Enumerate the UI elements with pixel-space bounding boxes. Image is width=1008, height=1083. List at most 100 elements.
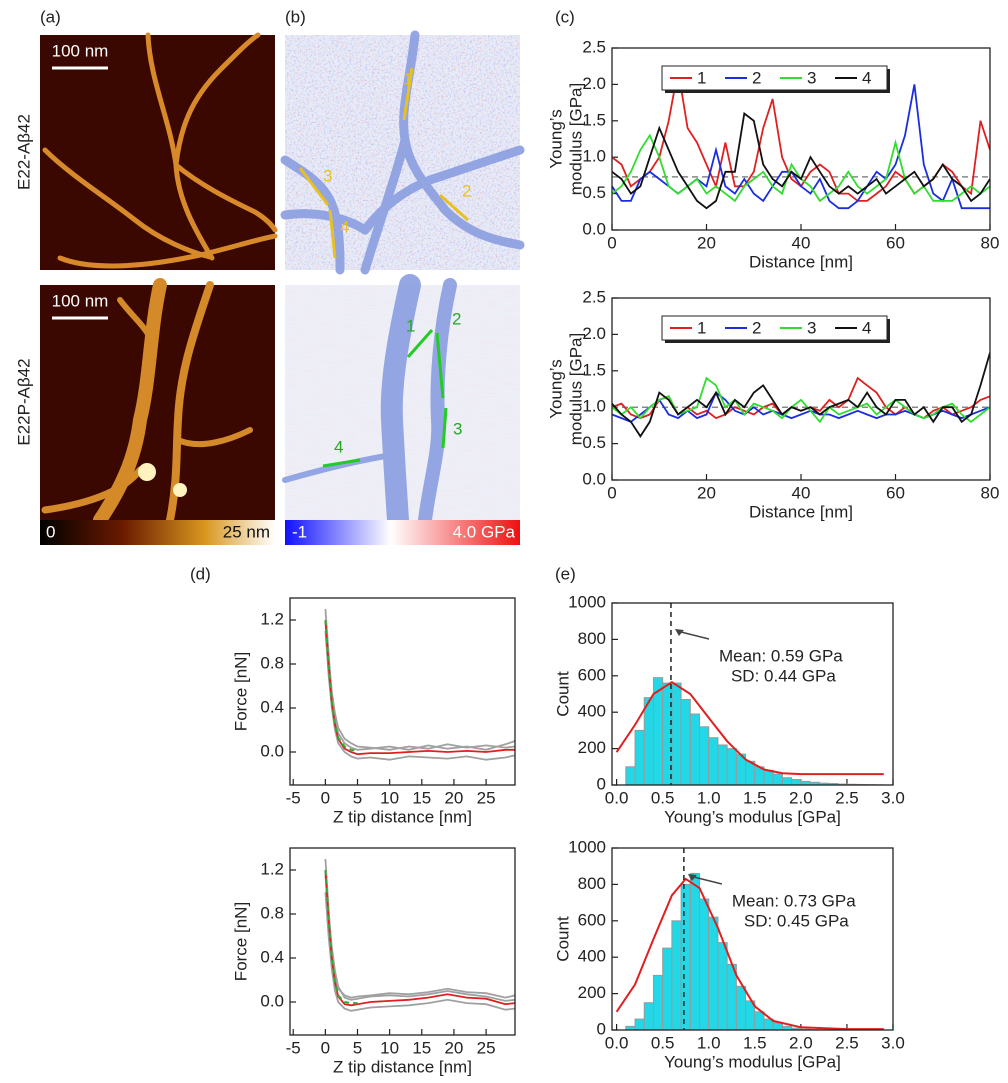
- y-tick-label: 600: [578, 665, 606, 684]
- x-tick-label: 0.0: [605, 1033, 629, 1052]
- chart: 0 20 40 60 80 0.0 0.5 1.0 1.5 2.0 2.5 Distance [nm]…: [546, 287, 999, 521]
- x-tick-label: 60: [886, 483, 905, 502]
- chart: 0.0 0.5 1.0 1.5 2.0 2.5 3.0 0 200 400 600 800 1000 Yo…: [553, 592, 904, 826]
- x-tick-label: 5: [353, 788, 362, 807]
- y-tick-label: 800: [578, 629, 606, 648]
- frame: [611, 847, 894, 1031]
- x-tick-label: 80: [981, 483, 1000, 502]
- panel-label: (c): [555, 7, 575, 26]
- chart: 0.0 0.5 1.0 1.5 2.0 2.5 3.0 0 200 400 600 800 1000 Yo…: [553, 837, 904, 1071]
- x-tick-label: 40: [792, 233, 811, 252]
- x-tick-label: 0: [321, 788, 330, 807]
- legend-label: 2: [752, 68, 761, 87]
- histogram-bar: [772, 773, 783, 785]
- series-line: [324, 869, 358, 1005]
- chart: 0 20 40 60 80 0.0 0.5 1.0 1.5 2.0 2.5 Distance [nm]…: [546, 37, 999, 271]
- histogram-bar: [772, 1022, 783, 1030]
- histogram-bar: [717, 942, 728, 1030]
- series-line: [324, 875, 515, 1002]
- y-tick-label: 0: [597, 1019, 606, 1038]
- histogram-bar: [717, 744, 728, 785]
- x-tick-label: 1.0: [697, 788, 721, 807]
- panel-label: (e): [555, 564, 576, 583]
- y-tick-label: 1.2: [260, 859, 284, 878]
- colorbar-label: 0: [46, 522, 55, 541]
- histogram-bar: [781, 777, 793, 785]
- x-tick-label: -5: [286, 788, 301, 807]
- profile-label: 3: [323, 166, 332, 185]
- x-tick-label: 1.0: [697, 1033, 721, 1052]
- histogram-bar: [726, 748, 737, 785]
- x-tick-label: 1.5: [743, 1033, 767, 1052]
- x-tick-label: 0: [321, 1038, 330, 1057]
- x-tick-label: 20: [444, 788, 463, 807]
- histogram-bar: [634, 729, 645, 785]
- histogram-bar: [634, 1018, 645, 1030]
- frame: [611, 47, 991, 231]
- x-tick-label: 80: [981, 233, 1000, 252]
- annotation: SD: 0.44 GPa: [731, 666, 836, 685]
- plot-area: [324, 608, 515, 761]
- annotation: Mean: 0.59 GPa: [719, 646, 843, 665]
- y-tick-label: 0: [597, 774, 606, 793]
- height-image-bottom: [40, 278, 275, 527]
- series-line: [612, 84, 990, 210]
- colorbar-label: 25 nm: [223, 522, 270, 541]
- y-axis-label: Young’s: [546, 359, 565, 419]
- arrow-head: [674, 629, 684, 636]
- y-tick-label: 0.8: [260, 903, 284, 922]
- x-tick-label: 25: [477, 788, 496, 807]
- arrow-head: [687, 874, 697, 881]
- histogram-bar: [699, 898, 710, 1030]
- frame: [289, 847, 516, 1036]
- y-tick-label: 2.5: [582, 37, 606, 56]
- x-tick-label: 20: [697, 483, 716, 502]
- fit-curve: [615, 877, 884, 1030]
- x-tick-label: 15: [412, 788, 431, 807]
- plot-area: [615, 603, 885, 785]
- x-tick-label: 10: [380, 1038, 399, 1057]
- profile-label: 4: [334, 437, 343, 456]
- annotation-arrow: [676, 630, 710, 640]
- height-colorbar: [40, 520, 275, 545]
- profile-label: 1: [406, 316, 415, 335]
- y-tick-label: 0.5: [582, 183, 606, 202]
- profile-lines-top: [298, 67, 469, 259]
- annotation: Mean: 0.73 GPa: [732, 891, 856, 910]
- y-tick-label: 0.0: [260, 991, 284, 1010]
- annotation: SD: 0.45 GPa: [744, 911, 849, 930]
- x-tick-label: -5: [286, 1038, 301, 1057]
- y-tick-label: 1000: [568, 592, 606, 611]
- y-tick-label: 1.5: [582, 110, 606, 129]
- y-tick-label: 0.8: [260, 653, 284, 672]
- y-axis-label: Force [nN]: [231, 902, 250, 981]
- x-axis-label: Young’s modulus [GPa]: [664, 807, 841, 826]
- x-tick-label: 20: [444, 1038, 463, 1057]
- y-tick-label: 400: [578, 702, 606, 721]
- histogram-bar: [689, 713, 701, 785]
- x-tick-label: 0: [607, 233, 616, 252]
- histogram-bar: [754, 1011, 765, 1030]
- x-axis-label: Z tip distance [nm]: [333, 1057, 472, 1076]
- row-label: E22-Aβ42: [14, 114, 33, 190]
- chart: -5 0 5 10 15 20 25 0.0 0.4 0.8 1.2 Z tip distance […: [231, 597, 516, 826]
- y-axis-label: Young’s: [546, 109, 565, 169]
- chart: -5 0 5 10 15 20 25 0.0 0.4 0.8 1.2 Z tip distance […: [231, 847, 516, 1076]
- y-axis-label: modulus [GPa]: [566, 83, 585, 195]
- x-tick-label: 40: [792, 483, 811, 502]
- profile-label: 1: [403, 69, 412, 88]
- frame: [289, 597, 516, 786]
- frame: [611, 602, 894, 786]
- series-line: [324, 619, 358, 752]
- plot-area: [615, 848, 884, 1030]
- y-axis-label: modulus [GPa]: [566, 333, 585, 445]
- profile-lines-bottom: [322, 329, 448, 468]
- legend-label: 2: [752, 318, 761, 337]
- modulus-image-bottom: [282, 274, 520, 531]
- histogram-bar: [643, 1002, 654, 1030]
- histogram-bar: [708, 916, 719, 1030]
- histogram-bar: [680, 883, 691, 1030]
- y-tick-label: 0.4: [260, 947, 284, 966]
- legend-label: 1: [697, 68, 706, 87]
